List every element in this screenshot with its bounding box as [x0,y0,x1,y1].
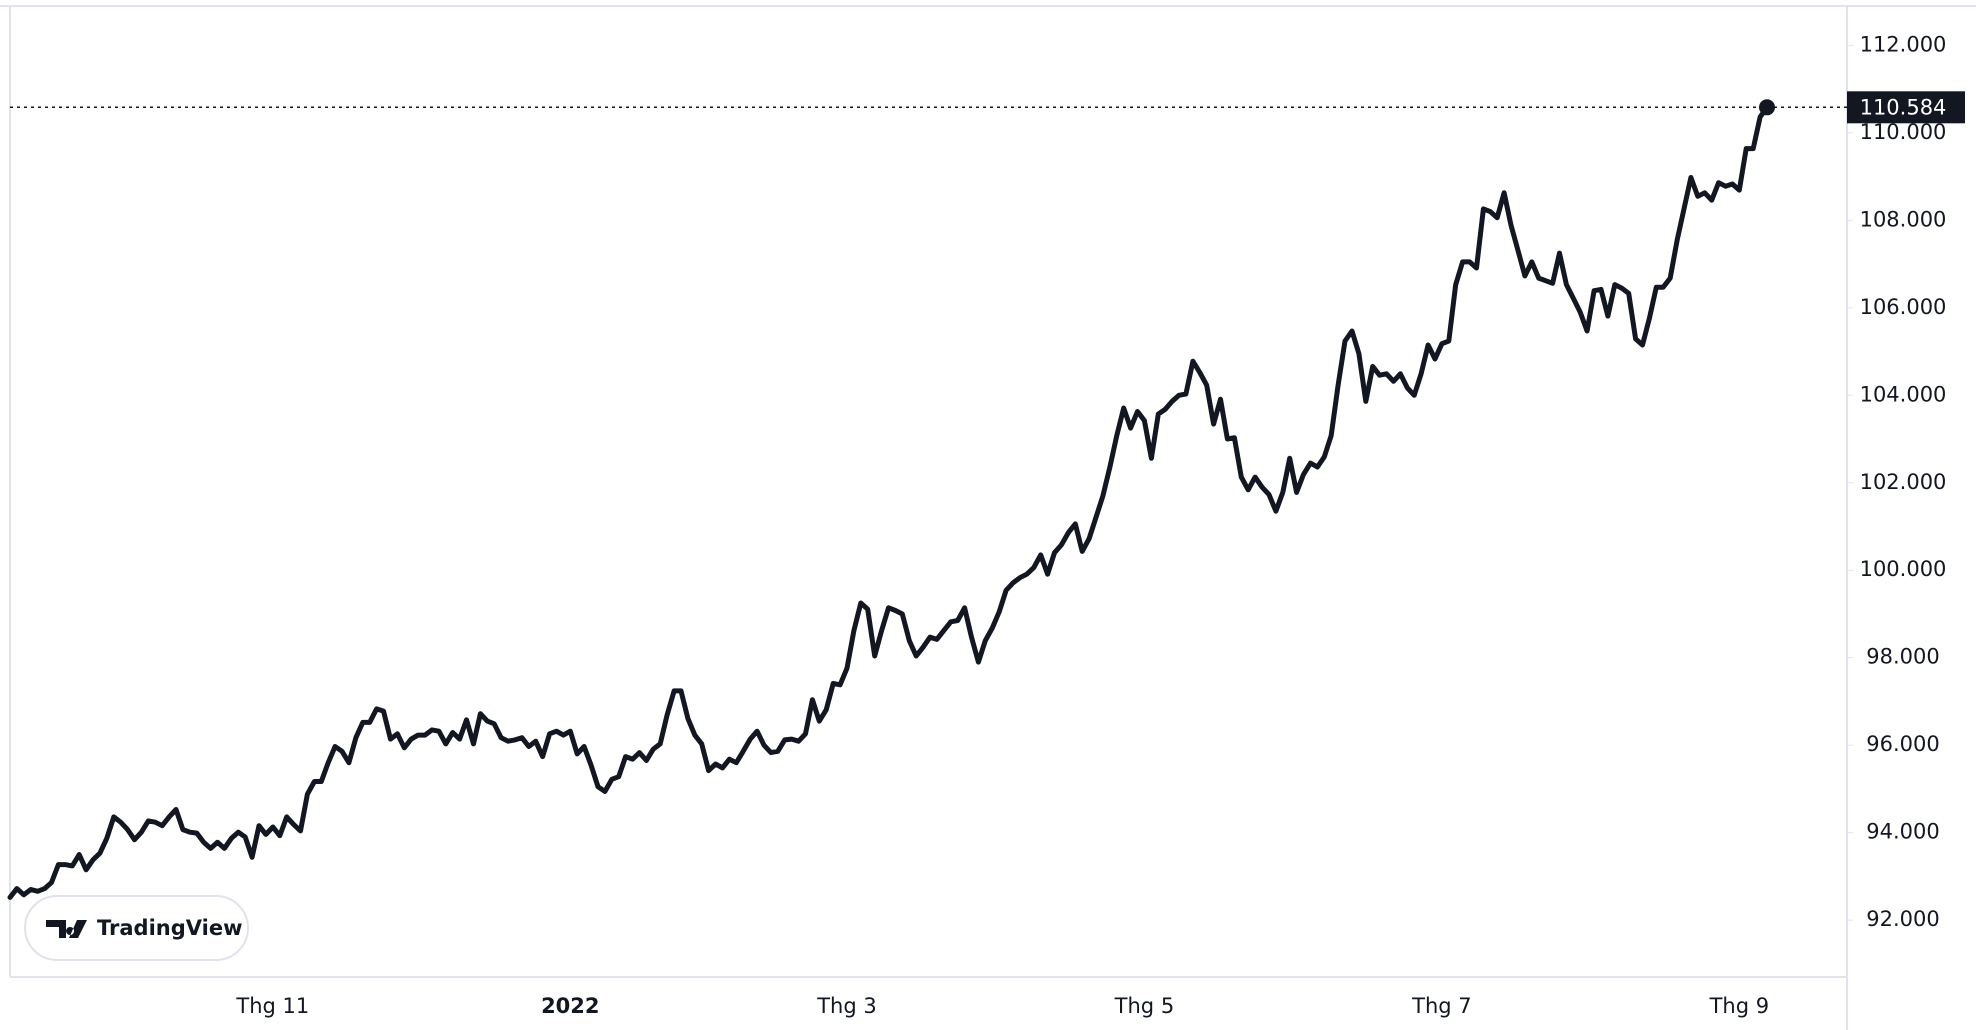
x-tick-label: Thg 7 [1411,994,1472,1018]
last-price-label: 110.584 [1860,95,1947,119]
x-tick-label: 2022 [541,994,599,1018]
watermark-box [24,895,249,961]
y-tick-label: 110.000 [1860,120,1947,144]
y-tick-label: 92.000 [1866,907,1939,931]
plot [7,99,1847,900]
x-tick-label: Thg 11 [235,994,309,1018]
y-tick-label: 108.000 [1860,207,1947,231]
last-point [1759,99,1775,116]
y-tick-label: 106.000 [1860,295,1947,319]
y-tick-label: 104.000 [1860,382,1947,406]
y-tick-label: 112.000 [1860,32,1947,56]
y-tick-label: 98.000 [1866,645,1939,669]
last-price-tag [1847,91,1965,124]
x-tick-label: Thg 5 [1114,994,1175,1018]
price-line [7,104,1770,900]
watermark-logo [46,920,87,938]
x-tick-label: Thg 3 [816,994,877,1018]
watermark-text: TradingView [97,916,242,940]
y-tick-label: 102.000 [1860,470,1947,494]
watermark: TradingView [24,895,249,961]
x-tick-label: Thg 9 [1709,994,1770,1018]
y-tick-label: 100.000 [1860,557,1947,581]
y-tick-label: 94.000 [1866,820,1939,844]
y-tick-label: 96.000 [1866,732,1939,756]
